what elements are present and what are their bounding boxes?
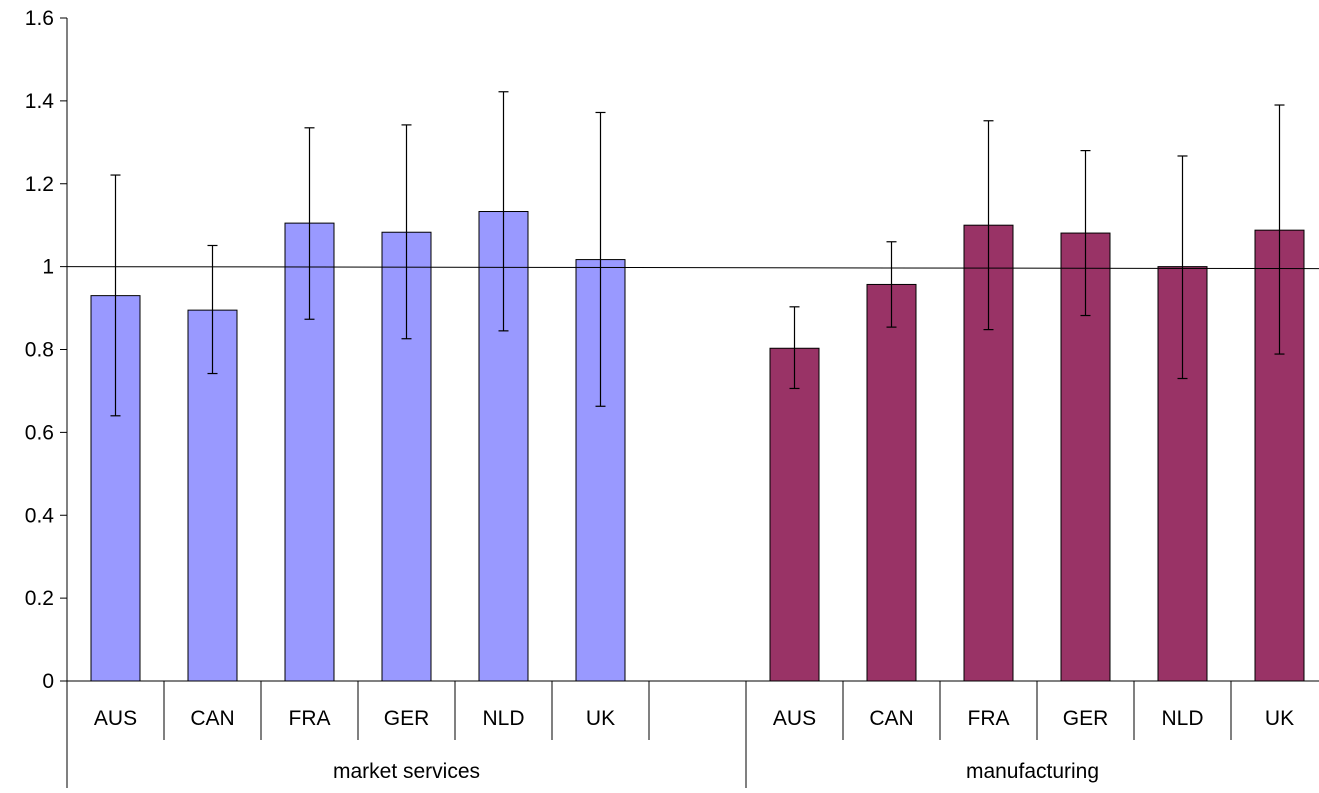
x-tick-label: FRA <box>289 707 331 730</box>
y-tick-label: 0.4 <box>25 504 55 527</box>
bar-manufacturing-aus <box>769 347 820 682</box>
group-label: manufacturing <box>966 760 1099 783</box>
x-tick-label: UK <box>1265 707 1294 730</box>
y-tick-label: 1.4 <box>25 90 55 113</box>
y-tick-label: 0 <box>42 670 54 693</box>
y-tick-label: 1.6 <box>25 7 54 30</box>
y-tick-label: 0.8 <box>25 339 54 362</box>
x-tick-label: NLD <box>1161 707 1203 730</box>
x-tick-label: CAN <box>869 707 913 730</box>
reference-line <box>66 266 1319 270</box>
x-tick-label: GER <box>1063 707 1109 730</box>
x-tick-label: GER <box>384 707 430 730</box>
bar-manufacturing-can <box>866 283 917 682</box>
x-tick-label: CAN <box>190 707 234 730</box>
y-tick-label: 1 <box>42 256 54 279</box>
y-tick-label: 0.2 <box>25 587 54 610</box>
x-tick-label: NLD <box>482 707 524 730</box>
x-tick-label: AUS <box>94 707 137 730</box>
y-tick-label: 1.2 <box>25 173 54 196</box>
group-label: market services <box>333 760 480 783</box>
x-tick-label: AUS <box>773 707 816 730</box>
x-tick-label: FRA <box>968 707 1010 730</box>
y-tick-label: 0.6 <box>25 421 54 444</box>
x-tick-label: UK <box>586 707 615 730</box>
